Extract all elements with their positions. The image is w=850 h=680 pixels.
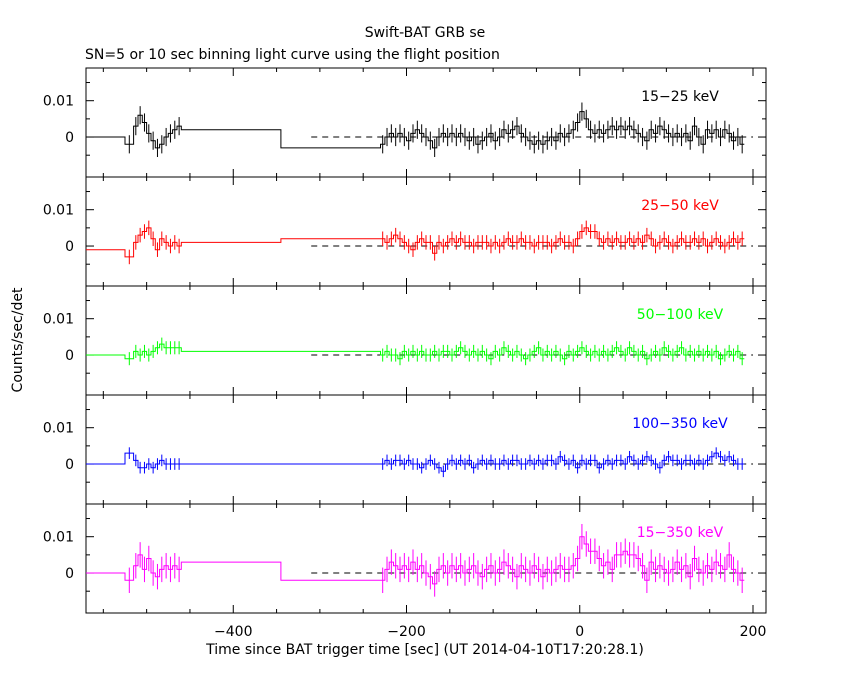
y-tick-label: 0.01 [43, 312, 74, 328]
series-line [86, 536, 745, 585]
series-line [86, 452, 745, 472]
y-tick-label: 0.01 [43, 530, 74, 546]
y-tick-label: 0 [65, 457, 74, 473]
y-tick-label: 0 [65, 566, 74, 582]
panel-3: 0.01 0 100−350 keV [43, 394, 767, 505]
chart-subtitle: SN=5 or 10 sec binning light curve using… [85, 47, 500, 63]
panel-4: 0.01 0 15−350 keV [43, 503, 767, 614]
panel-0: 0.01 0 15−25 keV [43, 67, 767, 178]
series-label: 25−50 keV [641, 198, 719, 214]
x-tick-label: −200 [387, 624, 425, 640]
x-tick-label: 200 [740, 624, 767, 640]
panel-frame [85, 285, 767, 396]
y-tick-label: 0.01 [43, 94, 74, 110]
y-tick-label: 0 [65, 239, 74, 255]
series-label: 15−350 keV [637, 525, 724, 541]
x-tick-label: −400 [214, 624, 252, 640]
y-tick-label: 0 [65, 130, 74, 146]
series-label: 15−25 keV [641, 89, 719, 105]
series-line [86, 111, 745, 149]
series-line [86, 227, 745, 258]
series-label: 50−100 keV [637, 307, 724, 323]
x-tick-label: 0 [575, 624, 584, 640]
series-label: 100−350 keV [632, 416, 728, 432]
y-tick-label: 0.01 [43, 203, 74, 219]
y-tick-label: 0.01 [43, 421, 74, 437]
series-line [86, 343, 745, 360]
chart-title: Swift-BAT GRB se [365, 25, 486, 41]
panel-frame [85, 503, 767, 614]
panel-1: 0.01 0 25−50 keV [43, 176, 767, 287]
panel-2: 0.01 0 50−100 keV [43, 285, 767, 396]
y-axis-label: Counts/sec/det [10, 287, 26, 392]
y-tick-label: 0 [65, 348, 74, 364]
panel-frame [85, 394, 767, 505]
panels-group: 0.01 0 15−25 keV 0.01 0 25−50 keV 0.01 0 50−100 … [43, 67, 767, 640]
x-axis-label: Time since BAT trigger time [sec] (UT 20… [205, 642, 644, 658]
